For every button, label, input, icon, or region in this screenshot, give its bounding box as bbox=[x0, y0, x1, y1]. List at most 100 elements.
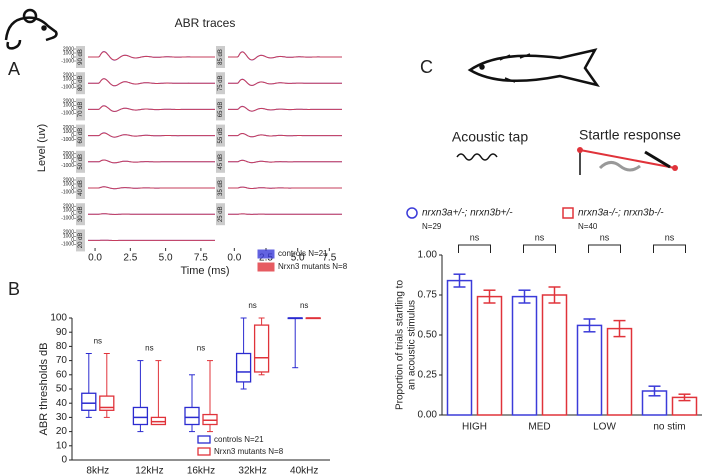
trace bbox=[88, 78, 215, 87]
level-label: 75 dB bbox=[218, 75, 224, 91]
level-label: 60 dB bbox=[78, 128, 84, 144]
y-tick-label: 90 bbox=[56, 327, 68, 338]
y-tick-label: 2000 bbox=[63, 99, 74, 105]
legend-label: nrxn3a-/-; nrxn3b-/- bbox=[578, 208, 664, 219]
y-tick-label: 2000 bbox=[63, 230, 74, 236]
level-label: 80 dB bbox=[78, 75, 84, 91]
bracket bbox=[588, 244, 621, 253]
y-tick-label: 0 bbox=[71, 133, 74, 139]
level-label: 45 dB bbox=[218, 154, 224, 170]
box bbox=[184, 406, 200, 426]
trace bbox=[88, 105, 215, 112]
y-tick-label: 1000 bbox=[63, 208, 74, 214]
annotation: ns bbox=[600, 232, 610, 242]
level-badge bbox=[76, 124, 85, 147]
annotation: ns bbox=[197, 344, 205, 353]
icon-label: Acoustic tap bbox=[452, 129, 528, 145]
y-tick-label: 1000 bbox=[63, 129, 74, 135]
y-tick-label: -1000 bbox=[61, 58, 74, 64]
bracket bbox=[523, 244, 556, 253]
trace bbox=[228, 213, 342, 215]
level-label: 65 dB bbox=[218, 102, 224, 118]
level-label: 35 dB bbox=[218, 180, 224, 196]
trace bbox=[88, 159, 215, 164]
y-tick-label: 50 bbox=[56, 384, 68, 395]
level-badge bbox=[216, 203, 225, 226]
trace bbox=[228, 159, 342, 164]
legend-label: Nrxn3 mutants N=8 bbox=[214, 447, 284, 456]
y-tick-label: 0.00 bbox=[418, 410, 438, 421]
y-tick-label: 30 bbox=[56, 412, 68, 423]
bar bbox=[541, 294, 568, 416]
x-tick-label: LOW bbox=[593, 422, 616, 433]
fish-icon bbox=[467, 48, 600, 88]
level-badge bbox=[76, 98, 85, 121]
y-tick-label: 0.75 bbox=[418, 290, 438, 301]
y-tick-label: 70 bbox=[56, 355, 68, 366]
x-tick-label: 12kHz bbox=[135, 466, 163, 475]
annotation: ns bbox=[300, 301, 308, 310]
level-label: 90 dB bbox=[78, 49, 84, 65]
y-tick-label: 80 bbox=[56, 341, 68, 352]
y-tick-label: -1000 bbox=[61, 189, 74, 195]
legend-marker bbox=[406, 207, 418, 219]
x-tick-label: MED bbox=[528, 422, 550, 433]
x-tick-label: 2.5 bbox=[123, 253, 137, 264]
level-badge bbox=[216, 124, 225, 147]
startle-icon bbox=[577, 147, 678, 175]
y-tick-label: 0 bbox=[71, 54, 74, 60]
x-tick-label: 32kHz bbox=[238, 466, 266, 475]
x-tick-label: 16kHz bbox=[187, 466, 215, 475]
panel-letter: B bbox=[8, 279, 20, 299]
trace bbox=[88, 132, 215, 138]
y-tick-label: 1000 bbox=[63, 103, 74, 109]
level-label: 85 dB bbox=[218, 49, 224, 65]
legend-label: controls N=21 bbox=[278, 249, 328, 258]
y-tick-label: 0.25 bbox=[418, 370, 438, 381]
trace bbox=[88, 50, 215, 61]
y-tick-label: 1000 bbox=[63, 155, 74, 161]
y-tick-label: 2000 bbox=[63, 151, 74, 157]
y-tick-label: 0 bbox=[71, 81, 74, 87]
y-tick-label: 2000 bbox=[63, 177, 74, 183]
level-label: 20 dB bbox=[78, 233, 84, 249]
y-tick-label: 60 bbox=[56, 369, 68, 380]
legend-swatch bbox=[197, 435, 211, 444]
y-tick-label: 0 bbox=[71, 238, 74, 244]
bar bbox=[476, 295, 503, 416]
x-tick-label: 0.0 bbox=[227, 253, 241, 264]
y-tick-label: 2000 bbox=[63, 46, 74, 52]
x-tick-label: 7.5 bbox=[194, 253, 208, 264]
x-tick-label: HIGH bbox=[462, 422, 487, 433]
annotation: ns bbox=[145, 344, 153, 353]
bar bbox=[606, 327, 633, 416]
y-tick-label: -1000 bbox=[61, 137, 74, 143]
y-tick-label: -1000 bbox=[61, 111, 74, 117]
bar bbox=[446, 279, 473, 416]
y-tick-label: 1000 bbox=[63, 77, 74, 83]
level-badge bbox=[76, 177, 85, 199]
trace bbox=[88, 213, 215, 215]
level-badge bbox=[216, 72, 225, 95]
box bbox=[253, 324, 270, 373]
annotation: ns bbox=[470, 232, 480, 242]
trace bbox=[228, 51, 342, 61]
x-tick-label: 5.0 bbox=[291, 253, 305, 264]
level-label: 25 dB bbox=[218, 206, 224, 222]
y-tick-label: -1000 bbox=[61, 242, 74, 248]
level-badge bbox=[216, 150, 225, 173]
y-tick-label: 1000 bbox=[63, 50, 74, 56]
y-axis-label: ABR thresholds dB bbox=[38, 343, 50, 436]
y-axis-label: an acoustic stimulus bbox=[407, 300, 418, 390]
x-tick-label: 7.5 bbox=[322, 253, 336, 264]
level-badge bbox=[76, 203, 85, 226]
level-badge bbox=[216, 46, 225, 68]
bracket bbox=[458, 244, 491, 253]
y-axis-label: Level (uv) bbox=[36, 124, 48, 172]
y-tick-label: 2000 bbox=[63, 204, 74, 210]
annotation: ns bbox=[535, 232, 545, 242]
mouse-icon bbox=[4, 8, 58, 50]
icon-label: Startle response bbox=[579, 127, 681, 143]
box bbox=[235, 352, 252, 383]
x-tick-label: 40kHz bbox=[290, 466, 318, 475]
